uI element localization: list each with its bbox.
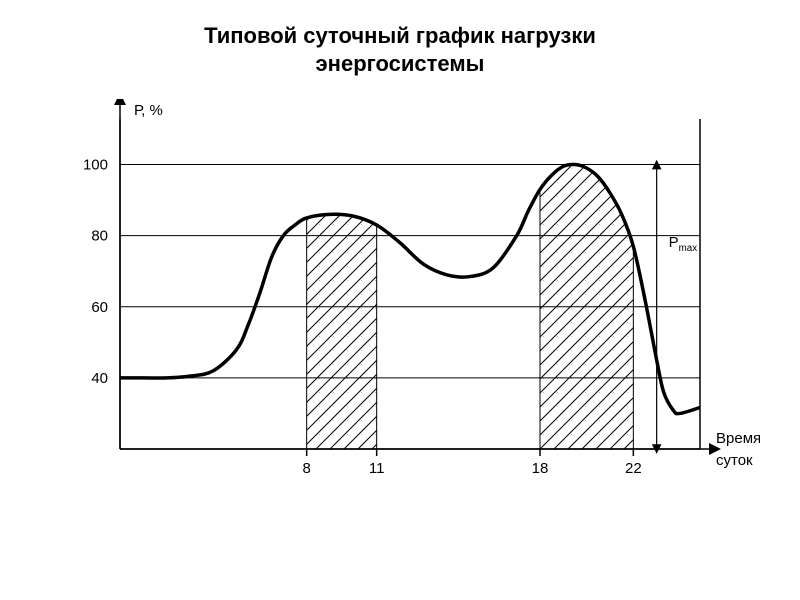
svg-text:Время: Время	[716, 430, 760, 447]
svg-text:40: 40	[91, 370, 108, 387]
title-line-1: Типовой суточный график нагрузки	[204, 23, 596, 48]
svg-text:11: 11	[369, 460, 385, 477]
svg-text:8: 8	[302, 460, 310, 477]
load-chart: 40 60 80 100 8 11 18 22 Pmax Р, % Время суток	[40, 99, 760, 539]
svg-text:18: 18	[532, 460, 549, 477]
chart-svg: 40 60 80 100 8 11 18 22 Pmax Р, % Время суток	[40, 99, 760, 539]
svg-text:22: 22	[625, 460, 642, 477]
svg-text:Р, %: Р, %	[134, 102, 163, 119]
page-title: Типовой суточный график нагрузки энергос…	[0, 0, 800, 77]
svg-text:Pmax: Pmax	[669, 234, 698, 254]
svg-text:100: 100	[83, 157, 108, 174]
svg-text:60: 60	[91, 299, 108, 316]
svg-text:суток: суток	[716, 452, 753, 469]
title-line-2: энергосистемы	[316, 51, 485, 76]
svg-text:80: 80	[91, 228, 108, 245]
